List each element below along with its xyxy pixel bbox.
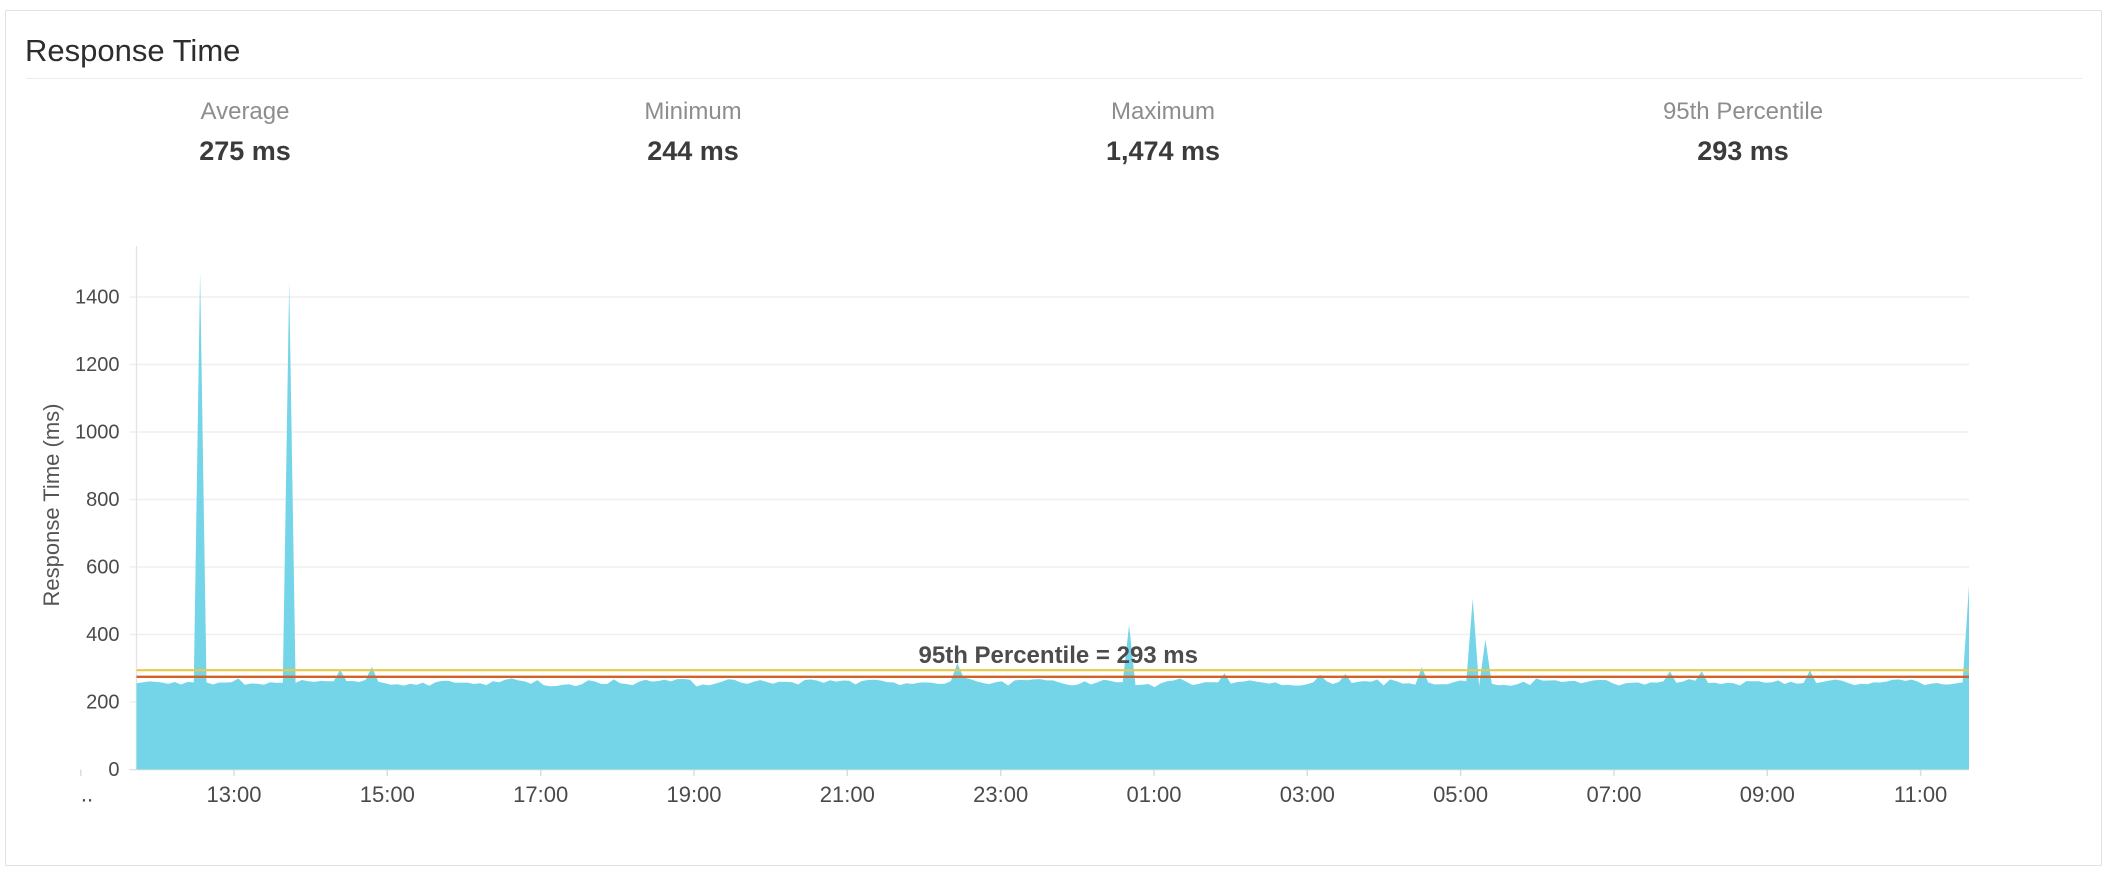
svg-text:21:00: 21:00: [820, 782, 875, 807]
svg-text:Response Time (ms): Response Time (ms): [39, 404, 64, 607]
svg-text:600: 600: [86, 557, 119, 579]
svg-text:0: 0: [108, 759, 119, 781]
svg-text:09:00: 09:00: [1740, 782, 1795, 807]
svg-text:400: 400: [86, 624, 119, 646]
svg-text:200: 200: [86, 692, 119, 714]
svg-text:23:00: 23:00: [973, 782, 1028, 807]
svg-text:03:00: 03:00: [1280, 782, 1335, 807]
svg-text:07:00: 07:00: [1586, 782, 1641, 807]
svg-text:1000: 1000: [75, 422, 120, 444]
svg-text:05:00: 05:00: [1433, 782, 1488, 807]
svg-text:1200: 1200: [75, 354, 120, 376]
svg-text:..: ..: [81, 782, 93, 807]
svg-text:15:00: 15:00: [360, 782, 415, 807]
svg-text:11:00: 11:00: [1894, 782, 1947, 807]
svg-text:01:00: 01:00: [1126, 782, 1181, 807]
svg-text:19:00: 19:00: [666, 782, 721, 807]
svg-text:95th Percentile = 293 ms: 95th Percentile = 293 ms: [919, 642, 1199, 669]
svg-text:1400: 1400: [75, 287, 120, 309]
svg-text:800: 800: [86, 489, 119, 511]
svg-text:13:00: 13:00: [206, 782, 261, 807]
svg-text:17:00: 17:00: [513, 782, 568, 807]
